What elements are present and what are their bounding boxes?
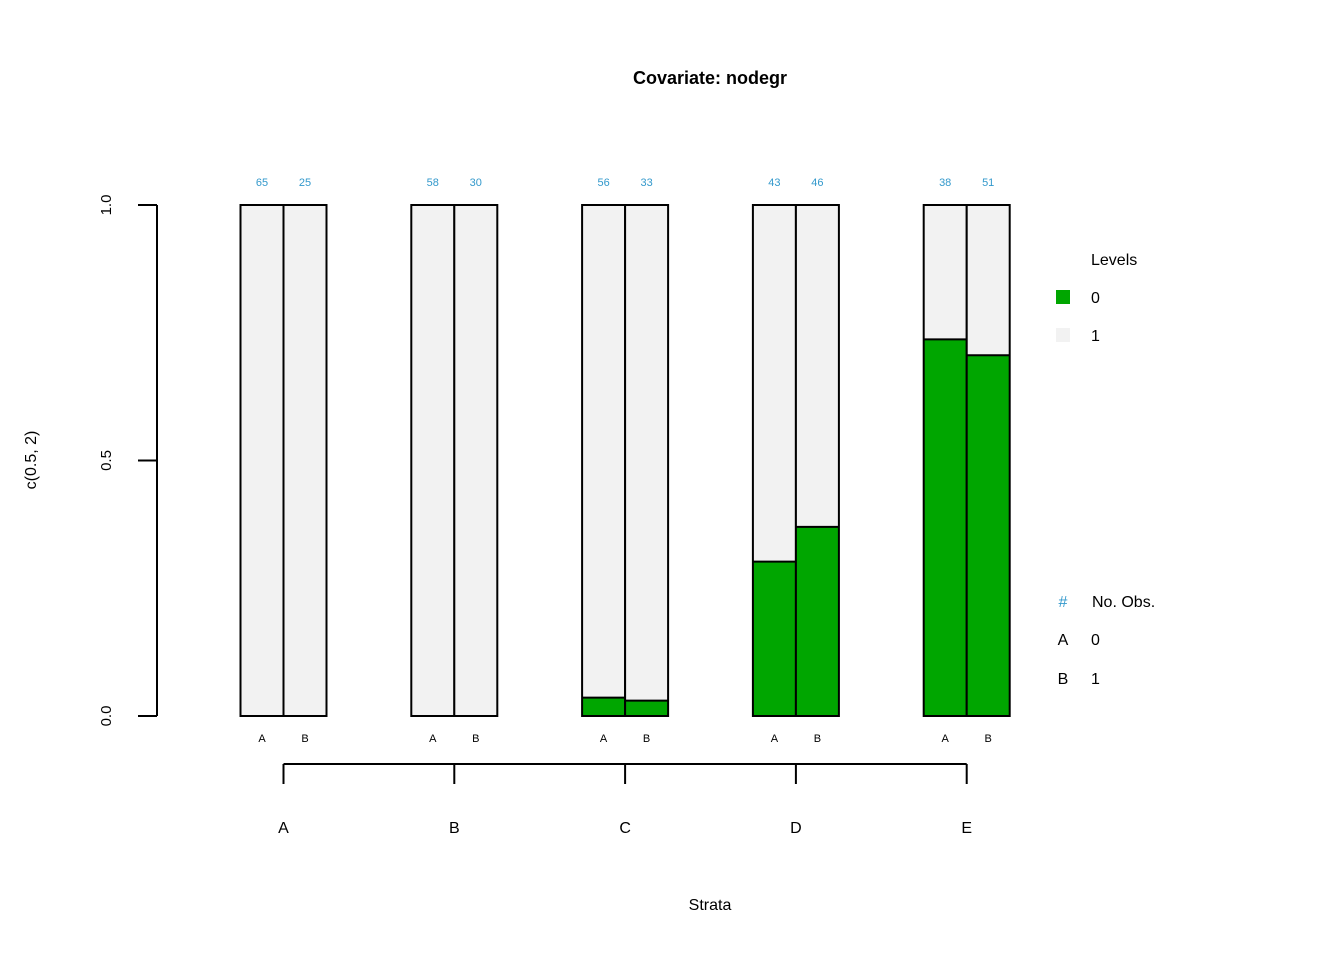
y-tick-label: 1.0 [98,195,115,216]
strata-label: A [278,820,289,837]
y-tick-label: 0.5 [98,450,115,471]
y-tick-label: 0.0 [98,706,115,727]
count-label: 46 [811,177,823,189]
treatment-label: B [301,733,308,745]
y-axis: 0.0 0.5 1.0 [98,195,158,727]
treatment-label: A [600,733,608,745]
count-labels: 65 25 58 30 56 33 43 46 38 51 [256,177,994,189]
treatment-label: B [643,733,650,745]
levels-legend: Levels 0 1 [1056,252,1137,345]
bar-segment-level-0 [752,561,796,716]
treatment-label: B [814,733,821,745]
strata-label: B [449,820,460,837]
bar-segment-level-1 [582,205,626,698]
bar-segment-level-1 [240,205,284,716]
count-label: 58 [427,177,439,189]
bar-outline [965,204,1011,717]
bar-segment-level-0 [625,700,669,716]
bar-segment-level-1 [625,205,669,701]
treatment-label: A [942,733,950,745]
bar-segment-level-1 [283,205,327,716]
strata-label: E [961,820,972,837]
bar-outline [453,204,499,717]
legend-title: Levels [1091,252,1137,269]
y-axis-title: c(0.5, 2) [23,431,40,490]
count-label: 25 [299,177,311,189]
bar-segment-level-1 [966,205,1010,356]
bar-segment-level-0 [923,339,967,716]
legend-label: 1 [1091,328,1100,345]
bar-outline [624,204,670,717]
bar-segment-level-1 [795,205,839,527]
legend-swatch [1056,290,1070,304]
bar-segment-level-1 [411,205,455,716]
obs-legend: # No. Obs. A 0 B 1 [1058,594,1155,688]
obs-legend-symbol: # [1059,594,1068,611]
treatment-label: A [429,733,437,745]
bar-outline [282,204,328,717]
bar-segment-level-1 [454,205,498,716]
obs-legend-key: B [1058,671,1069,688]
legend-swatch [1056,328,1070,342]
obs-legend-key: A [1058,632,1069,649]
count-label: 30 [470,177,482,189]
count-label: 65 [256,177,268,189]
treatment-label: A [258,733,266,745]
strata-axis: A B C D E [278,763,972,837]
bar-segment-level-1 [752,205,796,562]
count-label: 51 [982,177,994,189]
obs-legend-value: 0 [1091,632,1100,649]
treatment-label: A [771,733,779,745]
chart-title: Covariate: nodegr [633,68,787,88]
treatment-label: B [985,733,992,745]
legend-label: 0 [1091,290,1100,307]
bar-outline [794,204,840,717]
bar-segment-level-0 [582,697,626,716]
obs-legend-value: 1 [1091,671,1100,688]
bars [239,204,1011,717]
bar-segment-level-0 [966,355,1010,716]
count-label: 56 [597,177,609,189]
obs-legend-header: No. Obs. [1092,594,1155,611]
bar-segment-level-1 [923,205,967,340]
count-label: 33 [640,177,652,189]
strata-label: D [790,820,802,837]
strata-label: C [619,820,631,837]
count-label: 38 [939,177,951,189]
count-label: 43 [768,177,780,189]
treatment-label: B [472,733,479,745]
x-axis-title: Strata [689,897,732,914]
bar-segment-level-0 [795,526,839,716]
